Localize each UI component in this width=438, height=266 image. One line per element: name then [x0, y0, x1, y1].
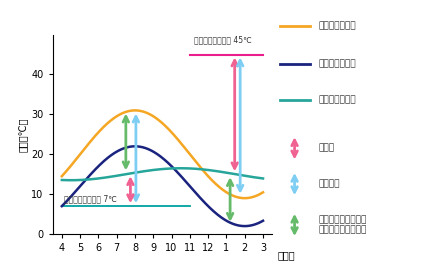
Text: エアコン: エアコン — [318, 180, 339, 189]
Text: 暖房用の温水温度 45℃: 暖房用の温水温度 45℃ — [193, 36, 251, 45]
Text: 最高気温の変動: 最高気温の変動 — [318, 21, 355, 30]
Text: 地中熱: 地中熱 — [318, 144, 334, 153]
Y-axis label: 温度（℃）: 温度（℃） — [18, 117, 28, 152]
Text: 最低気温の変動: 最低気温の変動 — [318, 60, 355, 69]
Text: （月）: （月） — [277, 250, 295, 260]
Text: 冷房用の冷水温度 7℃: 冷房用の冷水温度 7℃ — [64, 194, 116, 203]
Text: 地中温度の変動: 地中温度の変動 — [318, 95, 355, 104]
Text: エアコンと地中熱を
比較した省エネ効果: エアコンと地中熱を 比較した省エネ効果 — [318, 215, 366, 235]
